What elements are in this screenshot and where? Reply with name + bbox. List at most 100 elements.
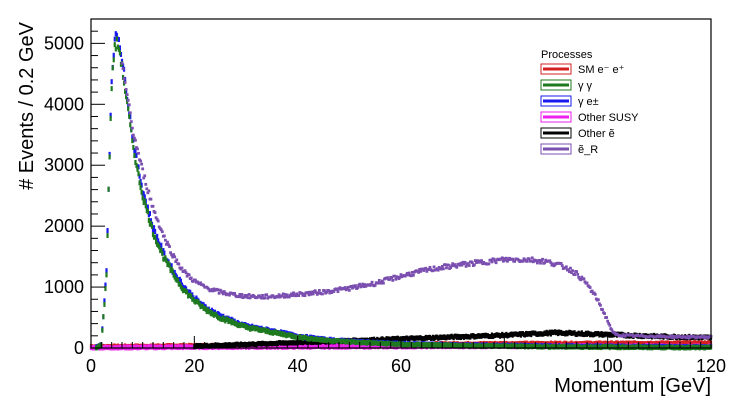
- data-point: [476, 259, 479, 263]
- data-point: [166, 240, 169, 244]
- data-point: [462, 262, 466, 266]
- data-point: [568, 270, 571, 274]
- data-point: [143, 174, 147, 178]
- data-point: [363, 283, 367, 286]
- data-point: [382, 281, 385, 285]
- data-point: [129, 120, 133, 124]
- data-point: [534, 259, 538, 262]
- data-point: [185, 274, 189, 278]
- data-point: [356, 286, 359, 290]
- data-point: [379, 281, 383, 285]
- data-point: [199, 281, 202, 285]
- series-R: [120, 61, 713, 340]
- data-point: [657, 335, 661, 339]
- data-point: [445, 266, 448, 270]
- data-point: [347, 288, 351, 292]
- data-point: [156, 219, 160, 223]
- data-point: [309, 292, 313, 296]
- data-point: [503, 258, 507, 262]
- data-point: [306, 291, 310, 294]
- data-point: [258, 294, 261, 298]
- data-point: [316, 291, 320, 295]
- data-point: [126, 98, 130, 102]
- data-point: [440, 264, 444, 268]
- x-tick-label: 120: [696, 356, 726, 376]
- data-point: [271, 294, 275, 298]
- data-point: [479, 260, 482, 264]
- data-point: [427, 268, 431, 271]
- data-point: [409, 274, 413, 278]
- data-point: [177, 262, 181, 266]
- data-point: [120, 61, 124, 65]
- data-point: [394, 277, 398, 281]
- data-point: [191, 280, 195, 283]
- data-point: [623, 334, 627, 338]
- data-point: [398, 275, 402, 279]
- data-point: [146, 191, 150, 195]
- data-point: [335, 288, 339, 291]
- data-point: [422, 269, 426, 272]
- data-point: [543, 261, 547, 265]
- data-point: [393, 274, 397, 278]
- data-point: [560, 264, 564, 267]
- legend-label: γ γ: [578, 80, 593, 92]
- data-point: [521, 259, 525, 263]
- data-point: [144, 182, 148, 186]
- data-point: [283, 293, 287, 296]
- data-point: [168, 245, 171, 248]
- data-point: [461, 260, 465, 264]
- data-point: [513, 259, 517, 263]
- legend-label: γ e±: [578, 96, 599, 108]
- data-point: [592, 291, 596, 295]
- data-point: [603, 312, 606, 315]
- data-point: [489, 258, 493, 262]
- data-point: [159, 228, 163, 232]
- data-point: [492, 257, 496, 261]
- legend-label: ẽ_R: [578, 144, 598, 156]
- data-point: [155, 217, 159, 221]
- data-point: [165, 242, 168, 246]
- data-point: [404, 273, 408, 277]
- data-point: [466, 262, 470, 265]
- data-point: [216, 288, 220, 292]
- data-point: [157, 225, 161, 229]
- data-point: [397, 277, 401, 281]
- data-point: [317, 289, 321, 292]
- data-point: [184, 271, 188, 275]
- data-point: [238, 292, 242, 296]
- data-point: [360, 284, 364, 288]
- data-point: [536, 261, 539, 265]
- data-point: [170, 253, 173, 257]
- data-point: [134, 138, 137, 142]
- data-point: [354, 284, 357, 288]
- data-point: [376, 281, 380, 285]
- data-point: [418, 267, 421, 271]
- data-point: [369, 282, 373, 286]
- data-point: [412, 273, 415, 277]
- data-point: [417, 270, 420, 274]
- y-tick-label: 0: [74, 338, 84, 358]
- legend-label: Other ẽ: [578, 128, 615, 140]
- data-point: [289, 293, 292, 297]
- data-point: [370, 280, 374, 284]
- data-point: [593, 292, 597, 296]
- data-point: [377, 279, 381, 282]
- data-point: [460, 263, 464, 267]
- data-point: [127, 103, 131, 107]
- y-axis-label: # Events / 0.2 GeV: [16, 21, 38, 190]
- data-point: [399, 273, 403, 276]
- data-point: [590, 289, 594, 293]
- data-point: [338, 286, 342, 290]
- data-point: [245, 294, 249, 297]
- data-point: [212, 287, 216, 291]
- data-point: [580, 275, 584, 279]
- data-point: [183, 269, 187, 273]
- data-point: [162, 234, 166, 238]
- data-point: [311, 292, 315, 296]
- series-: [95, 36, 713, 351]
- data-point: [575, 270, 579, 274]
- data-point: [487, 262, 491, 266]
- data-point: [439, 267, 443, 271]
- data-point: [447, 263, 450, 267]
